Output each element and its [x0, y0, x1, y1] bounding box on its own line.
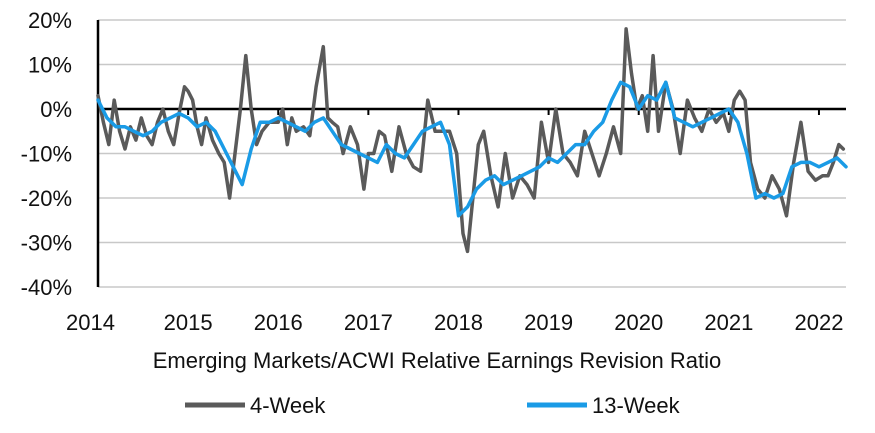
- legend-label: 13-Week: [592, 393, 681, 418]
- grid-lines: [98, 19, 846, 288]
- x-tick-label: 2021: [704, 310, 753, 335]
- series-line-13-week: [96, 80, 848, 218]
- series-line-4-week: [96, 27, 846, 254]
- y-tick-label: -30%: [21, 231, 72, 256]
- x-tick-label: 2019: [524, 310, 573, 335]
- x-tick-label: 2022: [794, 310, 843, 335]
- x-axis-label: Emerging Markets/ACWI Relative Earnings …: [153, 348, 722, 373]
- x-axis-ticks: 2014 2015 2016 2017 2018 2019 2020 2021 2022: [66, 109, 843, 335]
- legend-label: 4-Week: [250, 393, 326, 418]
- x-tick-label: 2018: [434, 310, 483, 335]
- series-lines: [96, 27, 848, 254]
- x-tick-label: 2014: [66, 310, 115, 335]
- legend: 4-Week 13-Week: [185, 393, 681, 418]
- y-tick-label: -40%: [21, 275, 72, 300]
- y-tick-label: 0%: [40, 97, 72, 122]
- x-tick-label: 2016: [254, 310, 303, 335]
- x-tick-label: 2017: [344, 310, 393, 335]
- y-tick-label: 20%: [28, 8, 72, 33]
- y-axis-ticks: 20% 10% 0% -10% -20% -30% -40%: [21, 8, 72, 300]
- y-tick-label: 10%: [28, 53, 72, 78]
- x-tick-label: 2020: [614, 310, 663, 335]
- x-axis: [96, 20, 846, 287]
- y-tick-label: -20%: [21, 186, 72, 211]
- y-tick-label: -10%: [21, 142, 72, 167]
- x-tick-label: 2015: [164, 310, 213, 335]
